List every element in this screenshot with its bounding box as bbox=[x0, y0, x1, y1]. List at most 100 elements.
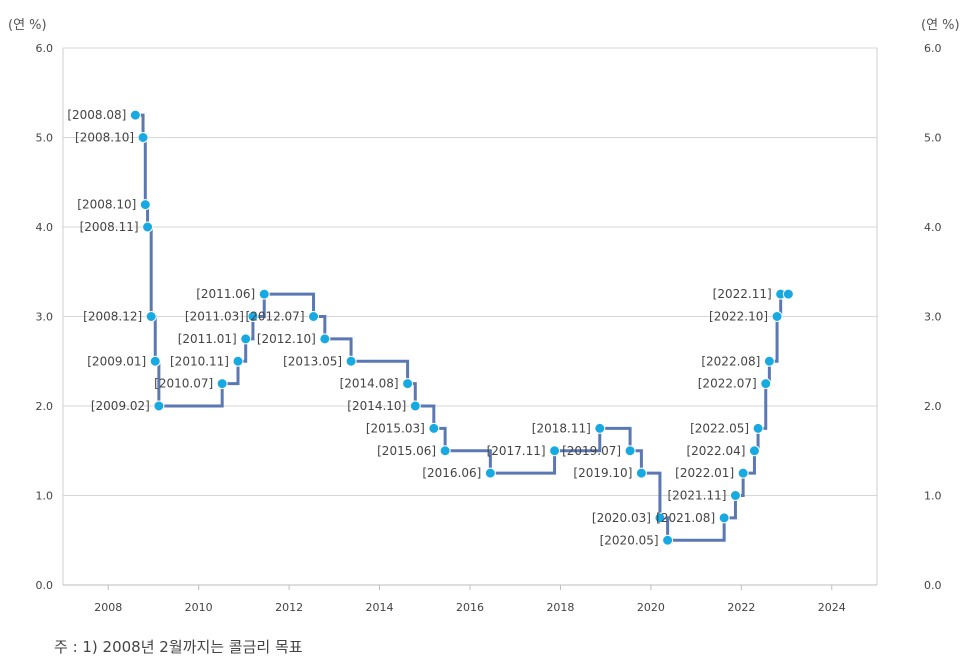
data-label: [2010.07] bbox=[154, 377, 213, 391]
y-tick-label-right: 1.0 bbox=[924, 490, 942, 503]
data-point bbox=[216, 378, 228, 390]
data-label: [2022.11] bbox=[713, 287, 772, 301]
data-point bbox=[748, 445, 760, 457]
data-label: [2021.11] bbox=[667, 489, 726, 503]
y-tick-label-left: 6.0 bbox=[36, 42, 54, 55]
data-point bbox=[782, 288, 794, 300]
y-tick-label-right: 2.0 bbox=[924, 400, 942, 413]
data-point bbox=[247, 311, 259, 322]
data-label: [2020.03] bbox=[592, 511, 651, 525]
data-point bbox=[319, 333, 331, 345]
y-tick-label-left: 1.0 bbox=[36, 490, 54, 503]
y-tick-label-right: 0.0 bbox=[924, 579, 942, 592]
axes: 0.0 0.0 1.0 1.0 2.0 2.0 3.0 3.0 4.0 4.0 5.0 5.0 6.0 6… bbox=[36, 42, 942, 614]
data-label: [2019.10] bbox=[573, 466, 632, 480]
data-point bbox=[624, 445, 636, 457]
rate-step-line bbox=[135, 113, 789, 542]
data-label: [2008.11] bbox=[80, 220, 139, 234]
data-point bbox=[145, 311, 157, 322]
x-tick-label: 2014 bbox=[366, 601, 394, 614]
y-tick-label-left: 4.0 bbox=[36, 221, 54, 234]
data-point bbox=[402, 378, 414, 390]
y-tick-label-right: 3.0 bbox=[924, 311, 942, 324]
data-label: [2022.10] bbox=[709, 310, 768, 324]
data-label: [2011.06] bbox=[196, 287, 255, 301]
x-tick-label: 2012 bbox=[275, 601, 303, 614]
data-point bbox=[635, 467, 647, 479]
footnote: 주 : 1) 2008년 2월까지는 콜금리 목표 bbox=[54, 638, 303, 656]
data-label: [2008.10] bbox=[75, 131, 134, 145]
data-label: [2014.08] bbox=[340, 377, 399, 391]
data-labels: [2008.08] [2008.10] [2008.10] [2008.11] [200… bbox=[67, 108, 771, 547]
y-tick-label-left: 2.0 bbox=[36, 400, 54, 413]
data-point bbox=[763, 355, 775, 367]
data-label: [2016.06] bbox=[422, 466, 481, 480]
data-point bbox=[129, 109, 141, 121]
y-tick-label-left: 5.0 bbox=[36, 132, 54, 145]
data-label: [2014.10] bbox=[347, 399, 406, 413]
data-point bbox=[729, 490, 741, 501]
policy-rate-chart: 0.0 0.0 1.0 1.0 2.0 2.0 3.0 3.0 4.0 4.0 5.0 5.0 6.0 6… bbox=[36, 42, 942, 614]
data-point bbox=[153, 400, 165, 412]
data-point bbox=[142, 221, 154, 233]
data-point bbox=[308, 311, 320, 322]
data-label: [2012.10] bbox=[257, 332, 316, 346]
data-label: [2018.11] bbox=[532, 421, 591, 435]
data-label: [2008.10] bbox=[77, 198, 136, 212]
data-label: [2008.08] bbox=[67, 108, 126, 122]
data-point bbox=[439, 445, 451, 457]
y-tick-label-left: 3.0 bbox=[36, 311, 54, 324]
data-label: [2019.07] bbox=[562, 444, 621, 458]
data-point bbox=[771, 311, 783, 322]
data-point bbox=[752, 422, 764, 434]
y-axis-unit-right: (연 %) bbox=[921, 18, 960, 33]
data-label: [2021.08] bbox=[656, 511, 715, 525]
data-point bbox=[345, 355, 357, 367]
y-tick-label-right: 4.0 bbox=[924, 221, 942, 234]
x-tick-label: 2010 bbox=[185, 601, 213, 614]
data-point bbox=[760, 378, 772, 390]
data-point bbox=[240, 333, 252, 345]
data-label: [2022.04] bbox=[686, 444, 745, 458]
data-label: [2009.01] bbox=[87, 354, 146, 368]
data-point bbox=[428, 422, 440, 434]
data-label: [2012.07] bbox=[246, 310, 305, 324]
x-tick-label: 2022 bbox=[727, 601, 755, 614]
data-point bbox=[409, 400, 421, 412]
data-label: [2015.03] bbox=[366, 421, 425, 435]
data-point bbox=[137, 132, 149, 143]
x-tick-label: 2008 bbox=[94, 601, 122, 614]
data-label: [2011.01] bbox=[178, 332, 237, 346]
data-label: [2020.05] bbox=[600, 533, 659, 547]
x-tick-label: 2016 bbox=[456, 601, 484, 614]
y-tick-label-left: 0.0 bbox=[36, 579, 54, 592]
data-point bbox=[139, 199, 151, 211]
data-label: [2015.06] bbox=[377, 444, 436, 458]
data-point bbox=[232, 355, 244, 367]
data-label: [2009.02] bbox=[91, 399, 150, 413]
data-point bbox=[662, 534, 674, 546]
x-tick-label: 2020 bbox=[637, 601, 665, 614]
y-tick-label-right: 6.0 bbox=[924, 42, 942, 55]
series-line bbox=[135, 113, 789, 542]
data-point bbox=[149, 355, 161, 367]
data-point bbox=[594, 422, 606, 434]
y-tick-label-right: 5.0 bbox=[924, 132, 942, 145]
data-label: [2022.07] bbox=[698, 377, 757, 391]
data-label: [2010.11] bbox=[170, 354, 229, 368]
data-label: [2013.05] bbox=[283, 354, 342, 368]
data-label: [2022.05] bbox=[690, 421, 749, 435]
data-point bbox=[549, 445, 561, 457]
data-label: [2022.01] bbox=[675, 466, 734, 480]
data-label: [2022.08] bbox=[701, 354, 760, 368]
data-point bbox=[654, 512, 666, 524]
data-label: [2008.12] bbox=[83, 310, 142, 324]
data-label: [2011.03] bbox=[185, 310, 244, 324]
data-point bbox=[718, 512, 730, 524]
data-point bbox=[258, 288, 270, 300]
data-point bbox=[484, 467, 496, 479]
data-point bbox=[737, 467, 749, 479]
x-tick-label: 2018 bbox=[546, 601, 574, 614]
y-axis-unit-left: (연 %) bbox=[8, 18, 47, 33]
data-label: [2017.11] bbox=[487, 444, 546, 458]
